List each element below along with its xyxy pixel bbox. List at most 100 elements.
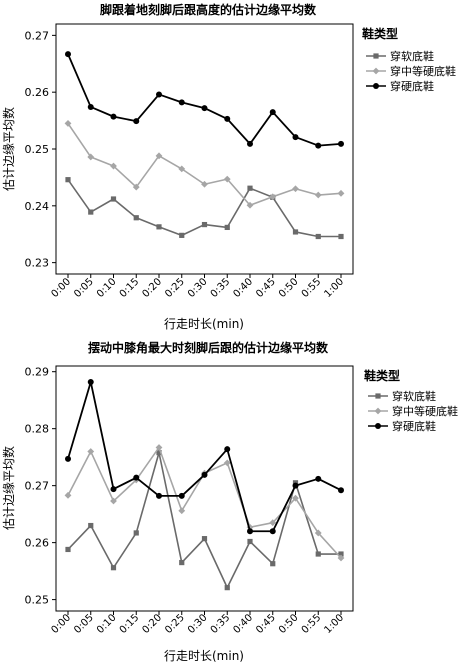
series-diamond xyxy=(64,120,345,209)
data-point xyxy=(88,209,94,215)
y-tick-label: 0.26 xyxy=(25,86,50,99)
chart-1-x-axis-label: 行走时长(min) xyxy=(164,317,244,331)
data-point xyxy=(246,201,254,209)
legend-label: 穿软底鞋 xyxy=(392,389,436,403)
data-point xyxy=(292,494,299,502)
data-point xyxy=(156,91,162,98)
series-circle xyxy=(65,378,344,535)
y-tick-label: 0.29 xyxy=(25,366,50,379)
data-point xyxy=(337,189,345,197)
data-point xyxy=(155,444,163,451)
data-point xyxy=(201,471,208,478)
legend-entry: 穿软底鞋 xyxy=(368,389,436,403)
data-point xyxy=(338,233,344,240)
data-point xyxy=(133,118,140,125)
data-point xyxy=(247,538,253,545)
legend-entry: 穿中等硬底鞋 xyxy=(366,64,456,78)
chart-1-y-axis-label: 估计边缘平均数 xyxy=(1,107,16,191)
chart-1-legend-title: 鞋类型 xyxy=(362,26,398,41)
data-point xyxy=(156,492,162,499)
data-point xyxy=(64,120,72,127)
y-tick-label: 0.28 xyxy=(25,423,50,436)
data-point xyxy=(292,482,299,489)
data-point xyxy=(64,491,72,499)
data-point xyxy=(179,559,185,566)
legend-label: 穿中等硬底鞋 xyxy=(390,64,456,78)
data-point xyxy=(133,530,139,536)
series-square xyxy=(65,177,344,240)
data-point xyxy=(110,196,117,202)
y-tick-label: 0.26 xyxy=(25,537,50,550)
legend-marker xyxy=(375,423,381,429)
legend-marker xyxy=(373,53,379,59)
data-point xyxy=(292,185,299,193)
data-point xyxy=(132,183,140,191)
data-point xyxy=(110,486,117,493)
data-point xyxy=(223,459,231,467)
data-point xyxy=(269,109,276,116)
legend-entry: 穿中等硬底鞋 xyxy=(368,404,458,418)
data-point xyxy=(133,215,139,221)
data-point xyxy=(201,536,208,542)
data-point xyxy=(224,446,231,453)
data-point xyxy=(87,378,94,385)
data-point xyxy=(65,546,71,553)
data-point xyxy=(224,115,231,122)
y-tick-label: 0.25 xyxy=(25,594,50,607)
data-point xyxy=(87,153,95,161)
data-point xyxy=(110,113,117,120)
legend-entry: 穿硬底鞋 xyxy=(368,419,436,433)
data-point xyxy=(133,474,140,481)
data-point xyxy=(270,561,276,567)
data-point xyxy=(315,142,322,149)
data-point xyxy=(88,522,94,529)
data-point xyxy=(201,221,208,228)
data-point xyxy=(110,162,117,170)
data-point xyxy=(224,224,230,231)
data-point xyxy=(65,51,71,58)
data-point xyxy=(87,103,94,110)
chart-2-legend-title: 鞋类型 xyxy=(364,368,400,383)
chart-1-title: 脚跟着地刻脚后跟高度的估计边缘平均数 xyxy=(100,2,317,17)
legend-label: 穿中等硬底鞋 xyxy=(392,404,458,418)
data-point xyxy=(338,487,344,494)
y-tick-label: 0.27 xyxy=(25,480,50,493)
data-point xyxy=(110,565,117,571)
data-point xyxy=(292,229,299,235)
data-point xyxy=(338,140,344,147)
chart-2-x-axis-label: 行走时长(min) xyxy=(164,649,244,663)
data-point xyxy=(315,475,322,482)
legend-label: 穿硬底鞋 xyxy=(390,79,434,93)
data-point xyxy=(155,152,163,160)
data-point xyxy=(65,177,71,183)
y-tick-label: 0.23 xyxy=(25,257,50,270)
data-point xyxy=(156,224,162,230)
y-tick-label: 0.27 xyxy=(25,29,50,42)
chart-2-title: 摆动中膝角最大时刻脚后跟的估计边缘平均数 xyxy=(88,340,329,355)
legend-label: 穿软底鞋 xyxy=(390,49,434,63)
data-point xyxy=(315,233,321,240)
legend-entry: 穿软底鞋 xyxy=(366,49,434,63)
chart-1-y-ticks: 0.23 0.24 0.25 0.26 0.27 xyxy=(25,29,56,270)
series-circle xyxy=(65,51,344,149)
legend-marker xyxy=(373,83,379,89)
data-point xyxy=(269,519,277,527)
data-point xyxy=(247,185,253,191)
chart-1-x-ticks: 0:00 0:05 0:10 0:15 0:20 0:25 0:30 0:35 0:40 0:45… xyxy=(49,274,346,300)
chart-2-y-ticks: 0.25 0.26 0.27 0.28 0.29 xyxy=(25,366,56,607)
data-point xyxy=(247,528,253,535)
data-point xyxy=(338,551,344,557)
data-point xyxy=(224,585,230,591)
data-point xyxy=(201,180,208,188)
data-point xyxy=(201,105,208,112)
legend-label: 穿硬底鞋 xyxy=(392,419,436,433)
legend-marker xyxy=(375,393,381,399)
data-point xyxy=(269,193,277,201)
data-point xyxy=(247,140,253,147)
data-point xyxy=(178,507,186,515)
data-point xyxy=(179,232,185,238)
data-point xyxy=(314,529,322,537)
data-point xyxy=(110,497,117,505)
